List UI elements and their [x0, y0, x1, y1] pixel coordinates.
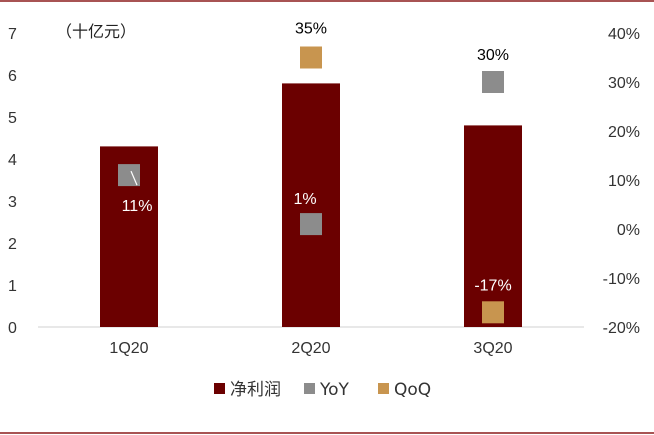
category-axis: 1Q20 2Q20 3Q20	[109, 340, 512, 357]
data-label-yoy: 30%	[477, 47, 509, 64]
marker-series: 11% 1% 30% 35% -17%	[118, 21, 512, 324]
legend-swatch	[378, 383, 389, 394]
right-tick-label: 20%	[608, 124, 640, 141]
legend-label: QoQ	[394, 380, 431, 400]
legend-label: YoY	[319, 380, 350, 400]
bar-net-profit	[464, 125, 522, 328]
category-label: 3Q20	[473, 340, 512, 357]
bar-series	[100, 83, 522, 328]
left-tick-label: 3	[8, 194, 17, 211]
left-tick-label: 5	[8, 110, 17, 127]
right-tick-label: 0%	[617, 222, 640, 239]
left-tick-label: 0	[8, 320, 17, 337]
legend-swatch	[214, 383, 225, 394]
left-tick-label: 1	[8, 278, 17, 295]
marker-qoq	[482, 301, 504, 324]
right-axis: -20% -10% 0% 10% 20% 30% 40%	[603, 26, 640, 337]
legend-label: 净利润	[230, 380, 281, 400]
unit-label: （十亿元）	[56, 22, 136, 41]
right-tick-label: -10%	[603, 271, 640, 288]
marker-qoq	[300, 46, 322, 69]
data-label-yoy: 11%	[122, 198, 153, 215]
leader-line	[130, 170, 138, 186]
bar-net-profit	[282, 83, 340, 328]
data-label-yoy: 1%	[293, 191, 316, 208]
marker-yoy	[482, 71, 504, 93]
marker-yoy	[118, 164, 140, 187]
legend-swatch	[304, 383, 315, 394]
right-tick-label: -20%	[603, 320, 640, 337]
right-tick-label: 30%	[608, 75, 640, 92]
right-tick-label: 10%	[608, 173, 640, 190]
category-label: 2Q20	[291, 340, 330, 357]
category-label: 1Q20	[109, 340, 148, 357]
marker-yoy	[300, 213, 322, 236]
left-tick-label: 4	[8, 152, 17, 169]
data-label-qoq: 35%	[295, 21, 327, 38]
data-label-qoq: -17%	[474, 277, 511, 294]
left-tick-label: 6	[8, 68, 17, 85]
left-axis: 0 1 2 3 4 5 6 7	[8, 26, 17, 337]
legend: 净利润 YoY QoQ	[214, 380, 431, 400]
right-tick-label: 40%	[608, 26, 640, 43]
left-tick-label: 7	[8, 26, 17, 43]
left-tick-label: 2	[8, 236, 17, 253]
